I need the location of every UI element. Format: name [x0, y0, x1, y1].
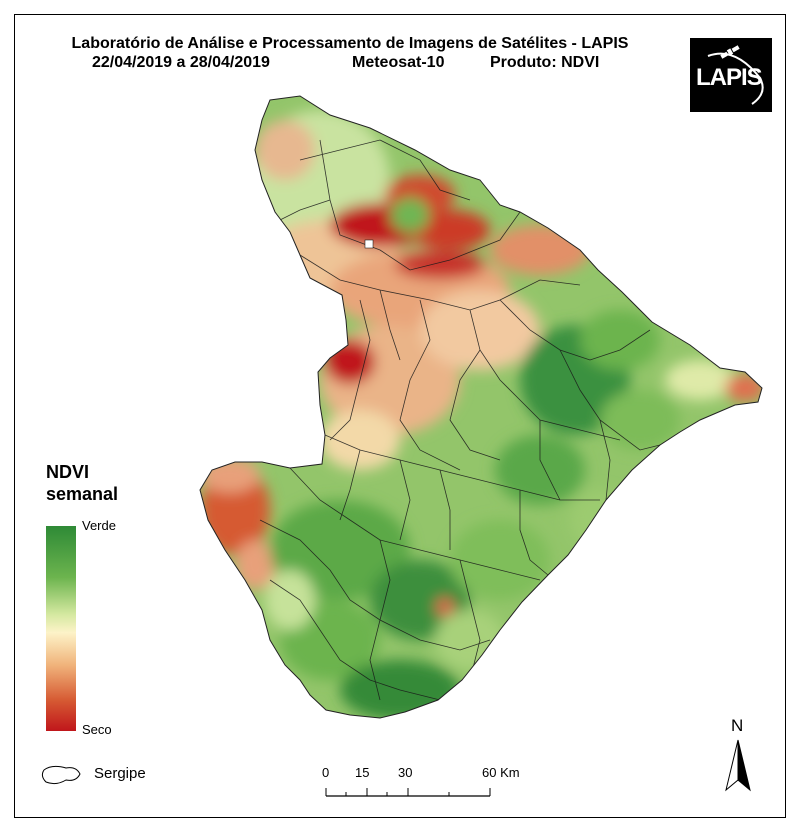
white-pixel-marker — [364, 239, 374, 249]
logo-text: LAPIS — [696, 64, 763, 91]
scale-tick-0: 0 — [322, 765, 330, 780]
ndvi-field — [200, 110, 762, 718]
north-label: N — [731, 716, 744, 735]
scale-bar — [325, 788, 491, 797]
state-outline — [199, 95, 763, 719]
legend-title-ndvi: NDVI — [46, 462, 90, 482]
ndvi-color-ramp — [46, 526, 76, 731]
sergipe-label: Sergipe — [94, 765, 146, 782]
map-frame — [14, 14, 786, 818]
product-text: Produto: NDVI — [490, 54, 600, 71]
legend-low-label: Seco — [82, 722, 112, 737]
north-arrow-icon — [725, 739, 751, 792]
scale-tick-60: 60 Km — [482, 765, 520, 780]
lapis-logo: LAPIS — [690, 38, 772, 112]
scale-tick-30: 30 — [398, 765, 413, 780]
municipal-boundaries — [259, 139, 661, 701]
legend-high-label: Verde — [82, 518, 116, 533]
satellite-icon — [707, 45, 764, 105]
sergipe-outline-icon — [41, 765, 81, 785]
satellite-text: Meteosat-10 — [352, 54, 445, 71]
period-text: 22/04/2019 a 28/04/2019 — [92, 54, 270, 71]
legend-title-semanal: semanal — [46, 484, 119, 504]
scale-tick-15: 15 — [355, 765, 370, 780]
map-title: Laboratório de Análise e Processamento d… — [71, 35, 629, 52]
